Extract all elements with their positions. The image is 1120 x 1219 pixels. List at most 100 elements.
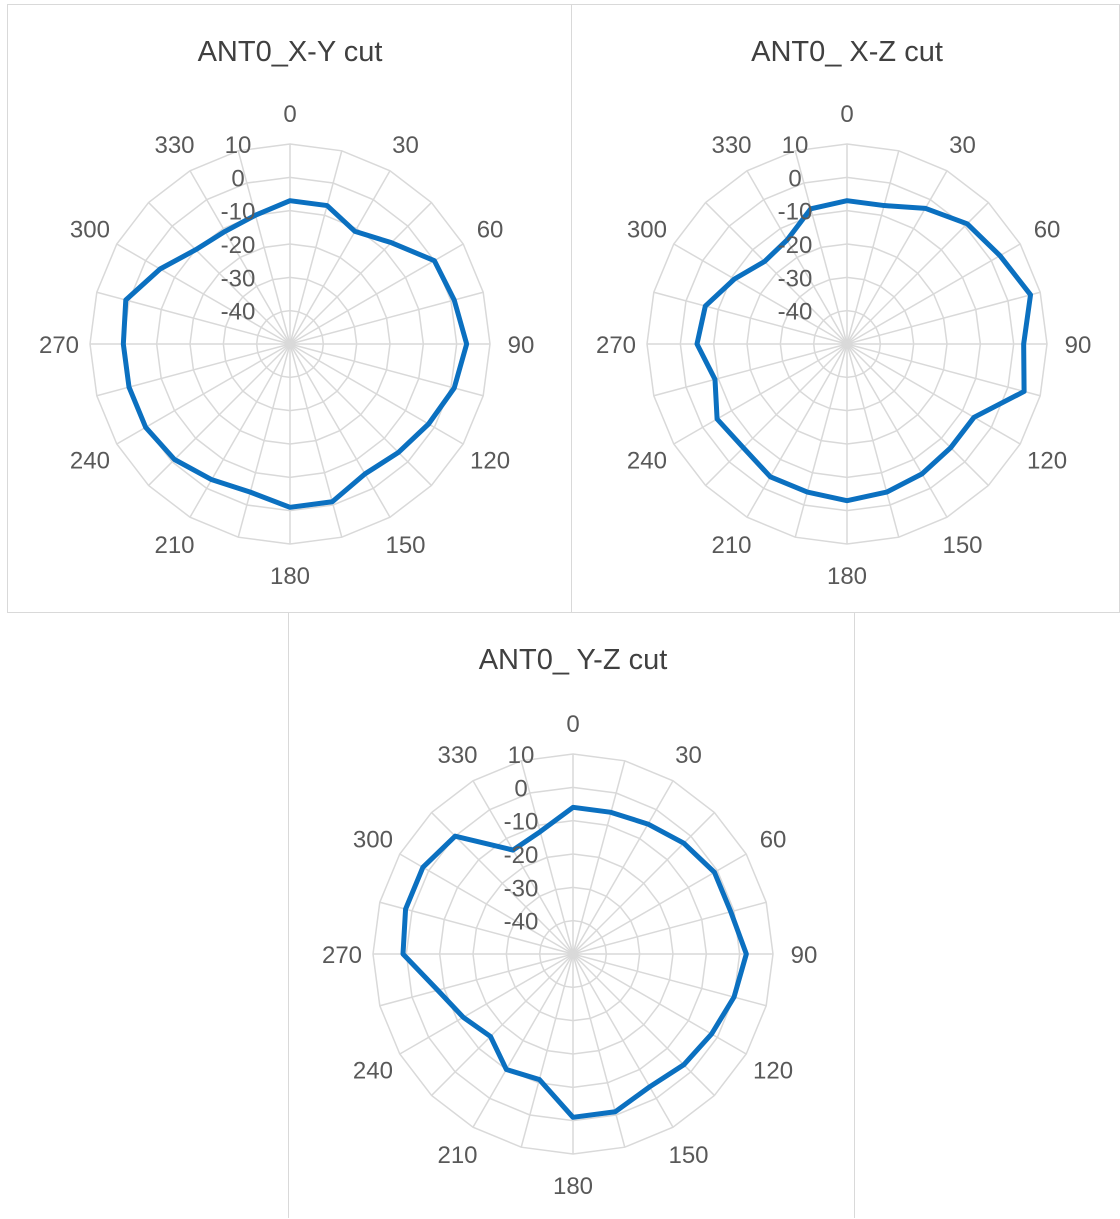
grid-spoke: [520, 760, 574, 955]
grid-spoke: [237, 343, 291, 538]
angle-label: 270: [596, 332, 636, 359]
radial-tick-label: -40: [221, 299, 256, 326]
angle-label: 240: [70, 448, 110, 475]
grid-spoke: [189, 170, 291, 345]
angle-label: 150: [668, 1142, 708, 1169]
radial-tick-label: -30: [221, 265, 256, 292]
polar-chart-xz: ANT0_ X-Z cut 10 0 -10 -20 -30 -40 0 30 60 90 120 15…: [596, 36, 1091, 590]
angle-label: 0: [566, 711, 579, 738]
radial-tick-label: -20: [778, 232, 813, 259]
angle-label: 330: [437, 742, 477, 769]
grid-spoke: [846, 150, 900, 345]
grid-spoke: [572, 953, 674, 1128]
angle-label: 300: [70, 217, 110, 244]
angle-label: 300: [627, 217, 667, 244]
grid-spoke: [846, 291, 1041, 345]
grid-spoke: [289, 243, 464, 345]
grid-spoke: [96, 291, 291, 345]
grid-spoke: [572, 953, 715, 1096]
chart-title: ANT0_X-Y cut: [198, 36, 383, 68]
angle-label: 240: [353, 1058, 393, 1085]
radial-tick-label: 0: [514, 775, 527, 802]
grid-spoke: [746, 170, 848, 345]
radial-tick-label: 10: [782, 132, 809, 159]
angle-label: 120: [1027, 448, 1067, 475]
chart-panel-yz: ANT0_ Y-Z cut 10 0 -10 -20 -30 -40 0 30 60 90 120 15…: [288, 612, 855, 1218]
grid-spoke: [846, 343, 948, 518]
grid-spoke: [846, 343, 900, 538]
grid-spoke: [289, 343, 484, 397]
grid-spoke: [289, 150, 343, 345]
grid-spoke: [572, 812, 715, 955]
angle-label: 30: [949, 132, 976, 159]
grid-spoke: [846, 202, 989, 345]
angle-label: 240: [627, 448, 667, 475]
grid-spoke: [116, 243, 291, 345]
angle-label: 330: [711, 132, 751, 159]
radial-tick-label: -40: [778, 299, 813, 326]
grid-spoke: [653, 343, 848, 397]
angle-label: 270: [39, 332, 79, 359]
grid-spoke: [289, 343, 343, 538]
grid-spoke: [289, 343, 464, 445]
grid-spoke: [189, 343, 291, 518]
grid-spoke: [472, 780, 574, 955]
angle-label: 270: [322, 942, 362, 969]
grid-spoke: [399, 853, 574, 955]
radial-tick-label: 10: [508, 742, 535, 769]
chart-panel-xy: ANT0_X-Y cut 10 0 -10 -20 -30 -40 0 30 60 90 120 150…: [7, 4, 572, 613]
grid-spoke: [472, 953, 574, 1128]
angle-label: 120: [753, 1058, 793, 1085]
grid-spoke: [289, 202, 432, 345]
grid-spoke: [746, 343, 848, 518]
angle-label: 60: [1034, 217, 1061, 244]
grid-spoke: [572, 853, 747, 955]
angle-label: 30: [392, 132, 419, 159]
grid-spoke: [237, 150, 291, 345]
grid-spoke: [116, 343, 291, 445]
angle-label: 210: [437, 1142, 477, 1169]
polar-chart-yz: ANT0_ Y-Z cut 10 0 -10 -20 -30 -40 0 30 60 90 120 15…: [322, 644, 817, 1200]
grid-spoke: [846, 243, 1021, 345]
series-line: [694, 198, 1034, 504]
angle-label: 0: [840, 101, 853, 128]
angle-label: 0: [283, 101, 296, 128]
grid-spoke: [379, 901, 574, 955]
grid-spoke: [846, 343, 989, 486]
grid-spoke: [399, 953, 574, 1055]
grid-spoke: [705, 202, 848, 345]
grid-spoke: [431, 812, 574, 955]
grid-spoke: [572, 780, 674, 955]
grid-spoke: [289, 343, 432, 486]
grid-spoke: [289, 170, 391, 345]
angle-label: 150: [385, 532, 425, 559]
radial-tick-label: -30: [504, 875, 539, 902]
radial-tick-label: -40: [504, 909, 539, 936]
grid-spoke: [846, 343, 1021, 445]
grid-spoke: [520, 953, 574, 1148]
angle-label: 180: [553, 1173, 593, 1200]
grid-spoke: [794, 150, 848, 345]
radial-tick-label: 0: [788, 165, 801, 192]
angle-label: 60: [760, 827, 787, 854]
grid-spoke: [705, 343, 848, 486]
grid-spoke: [673, 243, 848, 345]
radial-tick-label: -10: [221, 199, 256, 226]
grid-spoke: [572, 953, 747, 1055]
series-line: [400, 804, 749, 1120]
radial-tick-label: -10: [504, 809, 539, 836]
radial-tick-label: -20: [221, 232, 256, 259]
angle-label: 180: [270, 563, 310, 590]
angle-label: 30: [675, 742, 702, 769]
radial-tick-label: 0: [231, 165, 244, 192]
grid-spoke: [794, 343, 848, 538]
grid-spoke: [148, 202, 291, 345]
radial-tick-label: 10: [225, 132, 252, 159]
grid-spoke: [846, 343, 1041, 397]
angle-label: 60: [477, 217, 504, 244]
grid-spoke: [148, 343, 291, 486]
radial-tick-label: -30: [778, 265, 813, 292]
grid-spoke: [431, 953, 574, 1096]
grid-spoke: [289, 291, 484, 345]
series-line: [120, 198, 470, 510]
